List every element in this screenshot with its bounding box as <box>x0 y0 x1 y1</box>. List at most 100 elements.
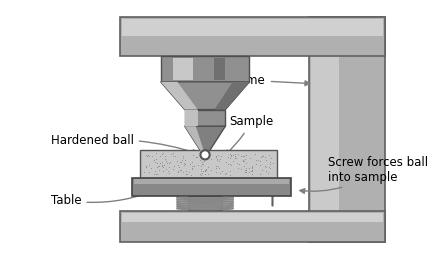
Point <box>191 164 198 168</box>
Point <box>165 161 172 165</box>
Point <box>260 154 267 158</box>
Point <box>226 169 233 173</box>
Point <box>225 162 232 166</box>
Point <box>229 153 236 157</box>
Point <box>243 166 250 170</box>
Point <box>267 166 274 170</box>
FancyBboxPatch shape <box>185 109 225 126</box>
Point <box>248 171 255 176</box>
Point <box>157 154 164 158</box>
Point <box>161 162 168 167</box>
Point <box>201 172 208 176</box>
FancyBboxPatch shape <box>134 179 289 184</box>
Point <box>148 154 155 158</box>
Point <box>178 158 185 162</box>
Point <box>176 168 183 172</box>
Point <box>231 154 238 158</box>
Point <box>197 151 204 155</box>
Point <box>238 153 245 158</box>
Point <box>146 154 153 158</box>
Point <box>231 154 238 158</box>
Point <box>178 168 185 172</box>
Point <box>198 159 205 163</box>
Point <box>257 163 264 167</box>
Point <box>186 162 193 166</box>
Point <box>264 171 271 175</box>
Point <box>231 152 238 156</box>
Point <box>143 164 150 168</box>
Point <box>242 153 249 157</box>
Text: Frame: Frame <box>229 74 310 87</box>
Point <box>188 160 195 164</box>
Point <box>169 167 176 171</box>
Text: Hardened ball: Hardened ball <box>51 134 197 154</box>
Point <box>152 172 159 176</box>
Point <box>158 163 165 168</box>
Point <box>231 156 238 160</box>
Point <box>188 166 195 170</box>
Point <box>248 169 255 173</box>
Point <box>177 160 184 164</box>
Point <box>179 170 186 174</box>
Point <box>203 167 210 171</box>
Point <box>197 169 204 173</box>
Point <box>257 159 264 163</box>
Point <box>158 160 165 164</box>
Point <box>145 170 152 174</box>
Point <box>267 162 274 167</box>
FancyBboxPatch shape <box>185 109 198 126</box>
Point <box>214 153 221 157</box>
Point <box>224 155 231 159</box>
FancyBboxPatch shape <box>132 178 291 196</box>
Point <box>235 162 242 166</box>
FancyBboxPatch shape <box>120 17 385 56</box>
Point <box>248 164 255 169</box>
Point <box>143 153 150 157</box>
Point <box>180 161 187 165</box>
Point <box>151 160 158 164</box>
FancyBboxPatch shape <box>309 17 385 242</box>
FancyBboxPatch shape <box>173 58 193 80</box>
Point <box>174 170 181 174</box>
Point <box>199 161 206 166</box>
Point <box>270 161 277 165</box>
Point <box>141 170 148 174</box>
Point <box>261 164 268 168</box>
Point <box>145 153 152 157</box>
Point <box>151 169 158 173</box>
Point <box>252 162 259 166</box>
Point <box>258 154 265 158</box>
Point <box>198 167 205 171</box>
Point <box>227 157 234 161</box>
Point <box>196 158 203 162</box>
Point <box>171 154 178 158</box>
FancyBboxPatch shape <box>311 19 339 240</box>
Point <box>199 162 206 166</box>
Point <box>239 158 246 162</box>
Point <box>234 161 241 165</box>
Point <box>257 172 264 176</box>
Point <box>188 164 195 168</box>
Point <box>223 171 230 176</box>
Point <box>145 163 152 167</box>
Point <box>246 156 253 160</box>
Point <box>158 152 165 157</box>
Point <box>200 169 207 173</box>
Point <box>153 165 160 169</box>
Point <box>187 173 194 177</box>
Point <box>227 152 234 156</box>
Point <box>202 168 209 172</box>
Point <box>257 172 264 176</box>
Point <box>267 160 274 164</box>
Point <box>249 168 256 172</box>
Point <box>202 169 209 173</box>
Point <box>229 159 236 163</box>
Point <box>241 168 248 172</box>
Point <box>257 155 264 159</box>
Point <box>227 153 235 158</box>
Point <box>201 151 208 155</box>
Point <box>156 164 163 168</box>
Point <box>181 163 188 167</box>
Point <box>234 166 241 170</box>
Point <box>252 158 259 162</box>
